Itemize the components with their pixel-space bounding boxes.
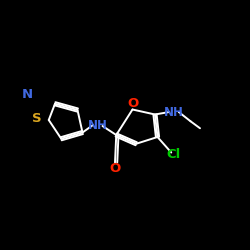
Text: Cl: Cl [166,148,180,162]
Text: O: O [110,162,121,174]
Text: N: N [22,88,32,101]
Text: O: O [128,98,139,110]
Text: NH: NH [164,106,184,118]
Text: S: S [32,112,42,125]
Text: NH: NH [88,119,108,132]
